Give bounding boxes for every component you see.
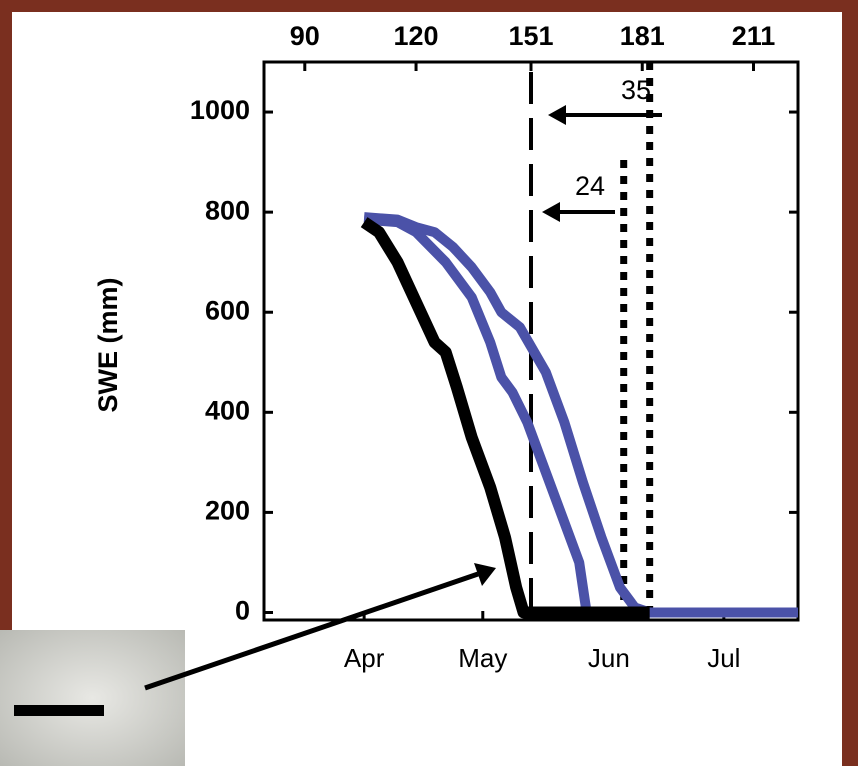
- arrow-head: [548, 105, 566, 125]
- bottom-tick-label: May: [458, 643, 507, 673]
- y-tick-label: 200: [205, 496, 250, 526]
- y-tick-label: 1000: [190, 95, 250, 125]
- top-tick-label: 120: [394, 21, 439, 51]
- series-line: [360, 217, 650, 619]
- snow-photo: [0, 630, 185, 766]
- series-line: [363, 214, 798, 618]
- series-line: [363, 212, 798, 618]
- pointer-arrow: [144, 571, 479, 691]
- y-tick-label: 0: [235, 596, 250, 626]
- arrow-head: [542, 202, 560, 222]
- plot: 0 200 400 600 800 1000 90 120 151 181 211 Apr May Jun…: [190, 21, 798, 673]
- annotation: 35: [621, 75, 651, 105]
- bottom-tick-label: Apr: [344, 643, 385, 673]
- top-tick-label: 181: [620, 21, 665, 51]
- bottom-tick-label: Jul: [707, 643, 740, 673]
- top-tick-label: 151: [508, 21, 553, 51]
- top-tick-label: 90: [290, 21, 320, 51]
- bottom-tick-label: Jun: [588, 643, 630, 673]
- y-tick-label: 400: [205, 395, 250, 425]
- top-tick-label: 211: [732, 21, 776, 51]
- y-axis-label: SWE (mm): [93, 278, 123, 413]
- annotation: 24: [575, 171, 605, 201]
- arrow-head: [474, 563, 496, 586]
- y-tick-label: 800: [205, 195, 250, 225]
- scale-bar: [14, 705, 104, 716]
- y-tick-label: 600: [205, 295, 250, 325]
